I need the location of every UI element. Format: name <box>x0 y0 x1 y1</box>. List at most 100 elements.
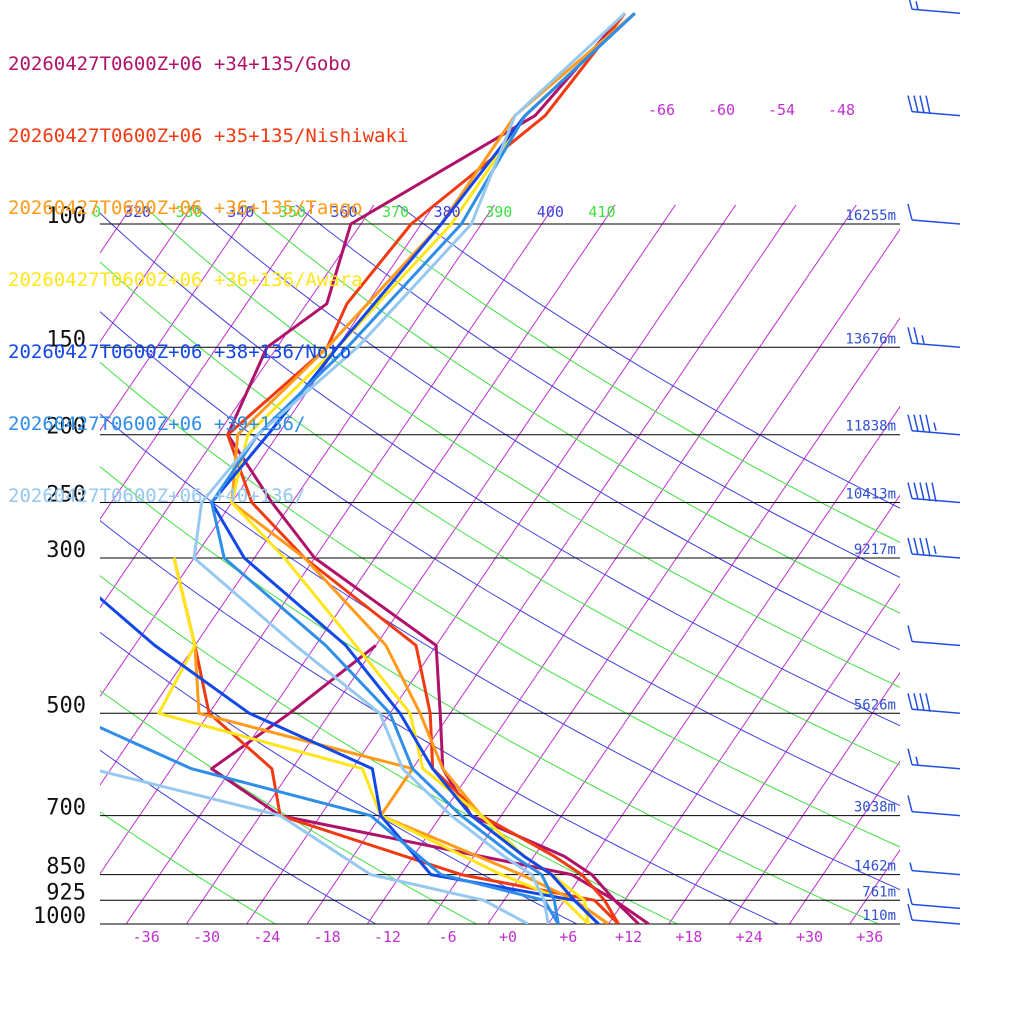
pressure-label: 700 <box>46 796 86 821</box>
isotherm-line <box>100 205 435 698</box>
wind-barb-flag <box>925 537 931 557</box>
wind-barb-flag <box>919 482 925 501</box>
pressure-label: 500 <box>46 693 86 718</box>
isotherm-top-label: -48 <box>828 101 855 119</box>
height-label: 5626m <box>854 697 896 713</box>
wind-barb-half <box>921 335 925 344</box>
temperature-tick-label: -36 <box>133 928 160 946</box>
wind-barb-flag <box>907 327 913 344</box>
wind-barb <box>907 327 961 349</box>
theta-label: 330 <box>176 203 203 221</box>
isotherm-line <box>547 405 900 924</box>
temperature-tick-label: +6 <box>559 928 577 946</box>
temperature-tick-label: -24 <box>253 928 280 946</box>
isotherm-line <box>100 205 315 520</box>
wind-barb <box>907 95 961 117</box>
theta-label: 400 <box>537 203 564 221</box>
wind-barb-flag <box>931 482 937 502</box>
wind-barb <box>907 795 961 817</box>
wind-barb-flag <box>925 482 931 502</box>
pressure-label: 150 <box>46 327 86 352</box>
isotherm-line <box>100 205 134 254</box>
wind-barb-staff <box>911 219 961 225</box>
sounding-profiles <box>100 12 650 924</box>
temperature-tick-label: +30 <box>796 928 823 946</box>
wind-barb-flag <box>907 748 913 765</box>
height-label: 11838m <box>845 419 896 435</box>
theta-line <box>100 811 277 924</box>
pressure-label: 100 <box>46 204 86 229</box>
legend-entry-40-136: 20260427T0600Z+06 +40+136/ <box>8 485 306 507</box>
height-label: 3038m <box>854 800 896 816</box>
pressure-label: 200 <box>46 415 86 440</box>
isotherm-top-label: -54 <box>768 101 795 119</box>
height-label: 16255m <box>845 208 896 224</box>
wind-barb-flag <box>907 95 913 112</box>
theta-label: 0 <box>92 203 101 221</box>
wind-barb-staff <box>911 810 961 817</box>
height-label: 10413m <box>845 487 896 503</box>
pressure-label: 300 <box>46 538 86 563</box>
wind-barb-flag <box>913 414 919 432</box>
wind-barb-flag <box>913 95 919 113</box>
series-dewpoint-line <box>100 769 529 924</box>
legend-entry-awara: 20260427T0600Z+06 +36+136/Awara <box>8 269 363 291</box>
wind-barb <box>907 748 961 770</box>
height-label: 110m <box>862 908 896 924</box>
isotherm-line <box>608 494 900 924</box>
series-dewpoint-line <box>100 725 560 924</box>
isotherm-lines <box>100 69 1024 924</box>
legend: 20260427T0600Z+06 +34+135/Gobo 20260427T… <box>8 4 408 532</box>
wind-barb-flag <box>907 414 913 431</box>
isobar-lines <box>100 223 900 925</box>
pressure-label: 850 <box>46 855 86 880</box>
wind-barb-flag <box>919 693 925 712</box>
wind-barb-half <box>915 756 919 765</box>
series-dewpoint-line <box>172 557 610 924</box>
temperature-tick-label: +18 <box>675 928 702 946</box>
series-dewpoint-line <box>100 596 600 924</box>
isotherm-line <box>100 205 254 432</box>
wind-barb-half <box>933 422 937 431</box>
wind-barb-half <box>915 1 919 10</box>
theta-line <box>346 205 900 543</box>
wind-barb-staff <box>911 553 961 559</box>
wind-barb-staff <box>911 429 961 436</box>
wind-barb-staff <box>911 903 961 910</box>
wind-barb-flag <box>919 537 925 556</box>
wind-barb-half <box>909 862 913 871</box>
isotherm-line <box>668 583 900 924</box>
temperature-tick-label: +12 <box>615 928 642 946</box>
wind-barb-flag <box>913 482 919 500</box>
legend-entry-nishiwaki: 20260427T0600Z+06 +35+135/Nishiwaki <box>8 125 409 147</box>
isotherm-line <box>125 205 616 924</box>
theta-label: 350 <box>279 203 306 221</box>
theta-label: 370 <box>382 203 409 221</box>
temperature-tick-label: +36 <box>856 928 883 946</box>
series-temperature-line <box>210 12 636 924</box>
isotherm-line <box>100 205 556 875</box>
isotherm-top-label: -66 <box>648 101 675 119</box>
theta-line <box>100 689 478 924</box>
wind-barb-flag <box>919 95 925 114</box>
theta-label: 390 <box>485 203 512 221</box>
temperature-tick-label: -12 <box>374 928 401 946</box>
wind-barb-flag <box>907 888 913 905</box>
series-temperature-line <box>226 12 626 924</box>
series-temperature-line <box>210 12 636 924</box>
wind-barb-staff <box>911 869 961 876</box>
theta-label: 380 <box>434 203 461 221</box>
temperature-tick-label: +0 <box>499 928 517 946</box>
wind-barb-flag <box>908 0 913 10</box>
isotherm-line <box>970 69 1024 924</box>
isotherm-line <box>100 205 194 343</box>
wind-barb-flag <box>913 327 919 345</box>
pressure-label: 250 <box>46 483 86 508</box>
wind-barb-flag <box>913 693 919 711</box>
wind-barb <box>907 482 961 504</box>
wind-barb-half <box>933 545 937 555</box>
isotherm-line <box>246 205 737 924</box>
wind-barb-staff <box>911 640 961 647</box>
wind-barb <box>907 903 961 925</box>
wind-barb-flag <box>907 693 913 710</box>
